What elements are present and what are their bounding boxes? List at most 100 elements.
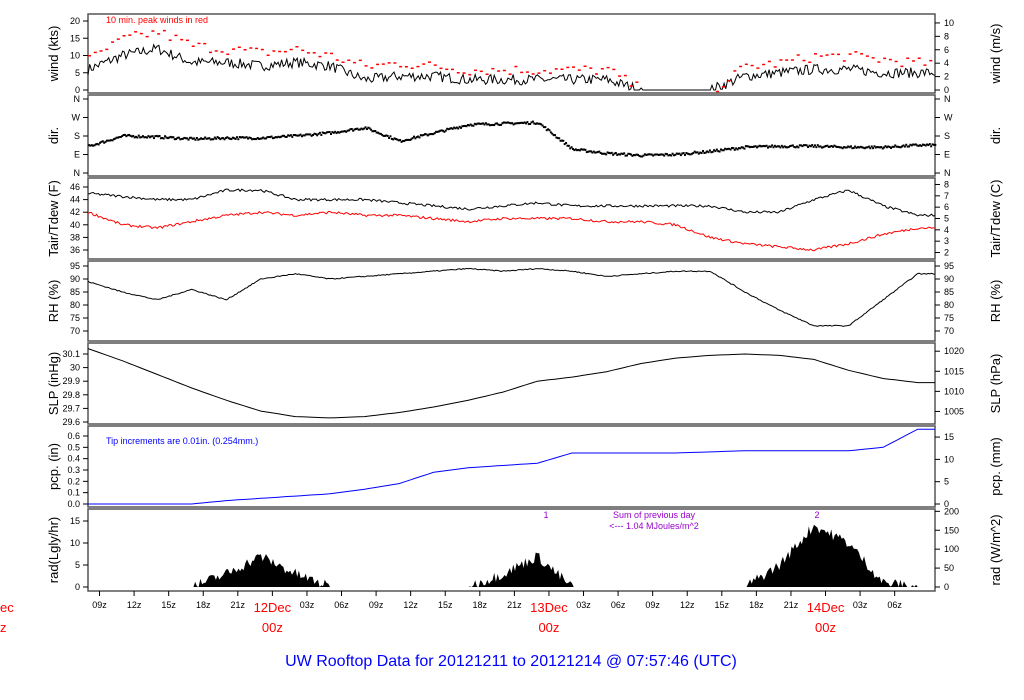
data-point xyxy=(504,121,507,124)
data-point xyxy=(134,31,138,33)
data-point xyxy=(692,152,695,155)
data-point xyxy=(198,138,201,141)
y-tick-label: 0.6 xyxy=(67,431,80,441)
data-point xyxy=(790,144,793,147)
data-point xyxy=(542,126,545,129)
data-point xyxy=(284,135,287,138)
data-point xyxy=(93,144,96,147)
data-point xyxy=(424,133,427,136)
data-point xyxy=(762,144,765,147)
data-point xyxy=(97,143,100,146)
data-point xyxy=(540,123,543,126)
x-day-label: 00z xyxy=(538,620,559,635)
data-point xyxy=(768,145,771,148)
data-point xyxy=(874,146,877,149)
data-point xyxy=(746,145,749,148)
data-point xyxy=(870,145,873,148)
y-tick-label: 44 xyxy=(70,195,80,205)
data-point xyxy=(744,145,747,148)
data-point xyxy=(353,128,356,131)
data-point xyxy=(197,138,200,141)
data-point xyxy=(668,153,671,156)
data-point xyxy=(902,144,905,147)
data-point xyxy=(682,152,685,155)
data-point xyxy=(245,136,248,139)
data-point xyxy=(784,146,787,149)
data-point xyxy=(505,121,508,124)
data-point xyxy=(148,136,151,139)
data-point xyxy=(335,132,338,135)
data-point xyxy=(804,144,807,147)
data-point xyxy=(860,53,864,55)
data-point xyxy=(894,144,897,147)
data-point xyxy=(854,145,857,148)
data-point xyxy=(191,45,195,47)
y-tick-label: 0.5 xyxy=(67,442,80,452)
data-point xyxy=(456,72,460,74)
data-point xyxy=(260,137,263,140)
data-point xyxy=(913,143,916,146)
data-point xyxy=(101,140,104,143)
y-tick-label-right: 200 xyxy=(944,506,959,516)
data-point xyxy=(541,124,544,127)
data-point xyxy=(515,122,518,125)
y-axis-label-right: dir. xyxy=(988,127,1003,144)
x-tick-label: 06z xyxy=(887,600,902,610)
data-point xyxy=(739,65,743,68)
data-point xyxy=(928,143,931,146)
data-point xyxy=(807,146,810,149)
data-point xyxy=(180,137,183,140)
data-point xyxy=(617,153,620,156)
data-point xyxy=(563,143,566,146)
data-point xyxy=(215,137,218,140)
data-point xyxy=(721,149,724,152)
data-point xyxy=(151,30,155,32)
data-point xyxy=(314,133,317,136)
data-point xyxy=(629,85,633,87)
data-point xyxy=(639,155,642,158)
data-point xyxy=(585,151,588,154)
x-tick-label: 15z xyxy=(438,600,453,610)
data-point xyxy=(143,136,146,139)
annotation: 10 min. peak winds in red xyxy=(106,15,208,25)
y-tick-label-right: 8 xyxy=(944,31,949,41)
data-point xyxy=(802,144,805,147)
data-point xyxy=(482,122,485,125)
data-point xyxy=(393,137,396,140)
data-point xyxy=(760,145,763,148)
data-point xyxy=(883,146,886,149)
data-point xyxy=(548,72,552,74)
data-point xyxy=(513,122,516,125)
y-tick-label: N xyxy=(74,94,81,104)
data-point xyxy=(642,154,645,157)
data-point xyxy=(831,145,834,148)
data-point xyxy=(520,71,524,74)
data-point xyxy=(573,149,576,152)
data-point xyxy=(625,154,628,157)
data-point xyxy=(372,130,375,133)
data-point xyxy=(565,141,568,144)
data-point xyxy=(450,127,453,130)
data-point xyxy=(758,144,761,147)
data-point xyxy=(815,146,818,149)
data-point xyxy=(183,136,186,139)
data-point xyxy=(912,143,915,146)
data-point xyxy=(802,59,806,62)
x-tick-label: 03z xyxy=(853,600,868,610)
data-point xyxy=(172,136,175,139)
y-tick-label-right: 1020 xyxy=(944,346,964,356)
data-point xyxy=(159,137,162,140)
panel-2: Tair/Tdew (F) Tair/Tdew (C)36384042444623… xyxy=(46,177,1003,260)
annotation: Sum of previous day xyxy=(613,510,696,520)
data-point xyxy=(697,152,700,155)
panel-frame xyxy=(87,508,936,592)
data-point xyxy=(289,134,292,137)
data-point xyxy=(728,147,731,150)
data-point xyxy=(174,34,178,37)
data-point xyxy=(287,134,290,137)
data-point xyxy=(929,59,933,62)
data-point xyxy=(825,54,829,56)
data-point xyxy=(457,127,460,130)
data-point xyxy=(923,64,927,66)
data-point xyxy=(289,48,293,51)
